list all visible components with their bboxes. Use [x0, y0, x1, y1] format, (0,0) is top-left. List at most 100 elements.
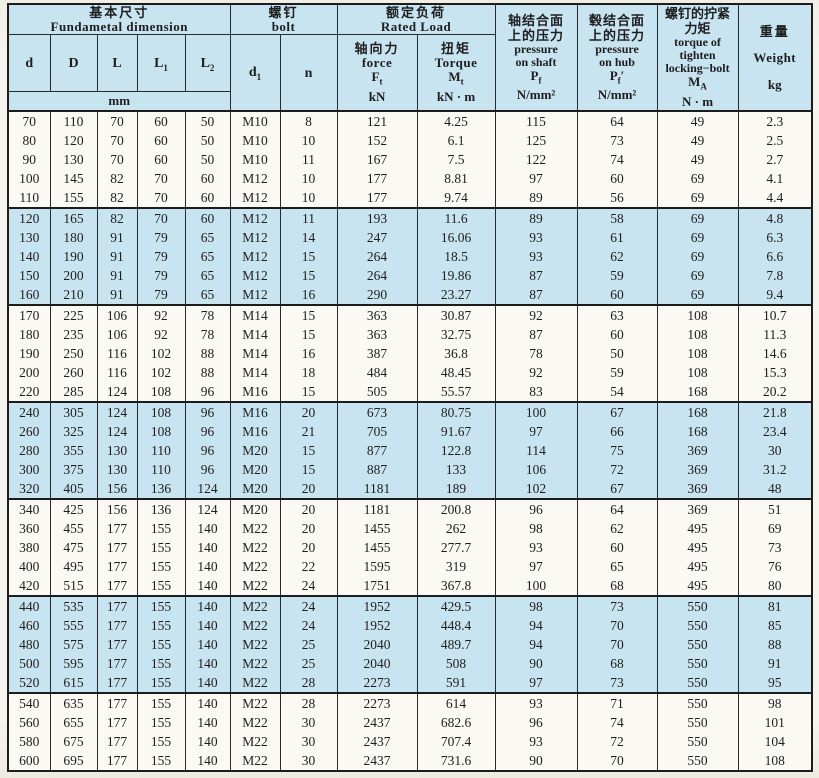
table-row: 560 655 177 155 140 M22 30 2437 682.6 96 74 550 101	[7, 713, 813, 732]
table-cell: M16	[229, 401, 281, 422]
header-col-tighten-torque: 螺钉的拧紧 力矩 torque of tighten locking−bolt …	[656, 3, 739, 112]
header-col-pressure-hub: 毂结合面 上的压力 pressure on hub Pf′ N/mm²	[576, 3, 658, 112]
table-cell: 70	[96, 110, 138, 131]
table-cell: 88	[184, 363, 231, 382]
table-cell: 15	[279, 266, 338, 285]
table-cell: 11.3	[737, 325, 813, 344]
table-cell: 30	[279, 713, 338, 732]
table-cell: 460	[7, 616, 51, 635]
table-cell: 136	[136, 498, 186, 519]
pressure-shaft-symbol: Pf	[530, 67, 542, 86]
table-cell: 110	[49, 110, 98, 131]
table-cell: 30.87	[416, 304, 496, 325]
table-cell: 705	[336, 422, 418, 441]
table-cell: 72	[576, 460, 658, 479]
table-cell: 319	[416, 557, 496, 576]
table-cell: 155	[136, 673, 186, 693]
table-cell: 190	[7, 344, 51, 363]
table-cell: 88	[184, 344, 231, 363]
table-cell: 155	[136, 635, 186, 654]
table-row: 580 675 177 155 140 M22 30 2437 707.4 93 72 550 104	[7, 732, 813, 751]
table-cell: 675	[49, 732, 98, 751]
table-cell: 20	[279, 498, 338, 519]
table-cell: M12	[229, 207, 281, 228]
table-cell: 130	[7, 228, 51, 247]
table-cell: 210	[49, 285, 98, 305]
table-cell: 475	[49, 538, 98, 557]
table-row: 420 515 177 155 140 M22 24 1751 367.8 100 68 495 80	[7, 576, 813, 596]
table-row: 540 635 177 155 140 M22 28 2273 614 93 71 550 98	[7, 692, 813, 713]
header-bolt-zh: 螺钉	[268, 5, 299, 20]
table-cell: 540	[7, 692, 51, 713]
table-cell: 575	[49, 635, 98, 654]
table-cell: 4.25	[416, 110, 496, 131]
pressure-hub-zh-2: 上的压力	[589, 27, 646, 43]
table-cell: 15	[279, 441, 338, 460]
table-cell: 74	[576, 150, 658, 169]
table-cell: 520	[7, 673, 51, 693]
table-cell: 177	[336, 169, 418, 188]
table-cell: 18	[279, 363, 338, 382]
table-cell: 133	[416, 460, 496, 479]
table-cell: 140	[184, 538, 231, 557]
weight-zh: 重量	[759, 23, 790, 39]
table-cell: 69	[737, 519, 813, 538]
header-group-dimension: 基本尺寸 Fundametal dimension	[7, 3, 231, 35]
table-cell: M12	[229, 169, 281, 188]
table-row: 600 695 177 155 140 M22 30 2437 731.6 90 70 550 108	[7, 751, 813, 771]
table-cell: 495	[656, 576, 739, 596]
table-cell: 102	[494, 479, 578, 499]
table-cell: 69	[656, 266, 739, 285]
table-cell: 60	[576, 285, 658, 305]
header-col-D: D	[49, 34, 98, 92]
table-cell: 155	[136, 751, 186, 771]
table-row: 200 260 116 102 88 M14 18 484 48.45 92 59 108 15.3	[7, 363, 813, 382]
table-cell: M20	[229, 479, 281, 499]
table-cell: 177	[96, 519, 138, 538]
table-cell: 64	[576, 498, 658, 519]
table-cell: 320	[7, 479, 51, 499]
table-cell: 78	[494, 344, 578, 363]
table-cell: 2437	[336, 713, 418, 732]
table-cell: 177	[96, 595, 138, 616]
table-cell: 673	[336, 401, 418, 422]
table-cell: 300	[7, 460, 51, 479]
table-cell: 60	[576, 538, 658, 557]
table-cell: 92	[494, 363, 578, 382]
table-cell: 65	[184, 266, 231, 285]
table-cell: 363	[336, 304, 418, 325]
header-col-d1: d1	[229, 34, 281, 112]
table-cell: 189	[416, 479, 496, 499]
table-cell: 220	[7, 382, 51, 402]
table-cell: 108	[656, 344, 739, 363]
table-cell: 2.5	[737, 131, 813, 150]
table-cell: 325	[49, 422, 98, 441]
table-cell: 102	[136, 344, 186, 363]
table-cell: 4.8	[737, 207, 813, 228]
table-cell: 140	[184, 519, 231, 538]
table-cell: 50	[184, 110, 231, 131]
table-cell: 74	[576, 713, 658, 732]
table-cell: 69	[656, 207, 739, 228]
table-cell: 360	[7, 519, 51, 538]
table-cell: 165	[49, 207, 98, 228]
table-cell: 69	[656, 228, 739, 247]
table-cell: 1181	[336, 479, 418, 499]
table-cell: 120	[7, 207, 51, 228]
table-cell: M20	[229, 498, 281, 519]
table-cell: 15	[279, 460, 338, 479]
table-cell: 124	[96, 382, 138, 402]
table-cell: 89	[494, 207, 578, 228]
table-cell: 10.7	[737, 304, 813, 325]
table-cell: 140	[7, 247, 51, 266]
table-cell: 116	[96, 363, 138, 382]
header-col-n: n	[279, 34, 338, 112]
table-cell: 2437	[336, 751, 418, 771]
table-cell: 1952	[336, 616, 418, 635]
tighten-en-3: locking−bolt	[665, 61, 730, 76]
pressure-hub-unit: N/mm²	[597, 87, 637, 103]
table-cell: M22	[229, 732, 281, 751]
table-cell: 96	[184, 460, 231, 479]
table-row: 400 495 177 155 140 M22 22 1595 319 97 65 495 76	[7, 557, 813, 576]
table-cell: 180	[7, 325, 51, 344]
